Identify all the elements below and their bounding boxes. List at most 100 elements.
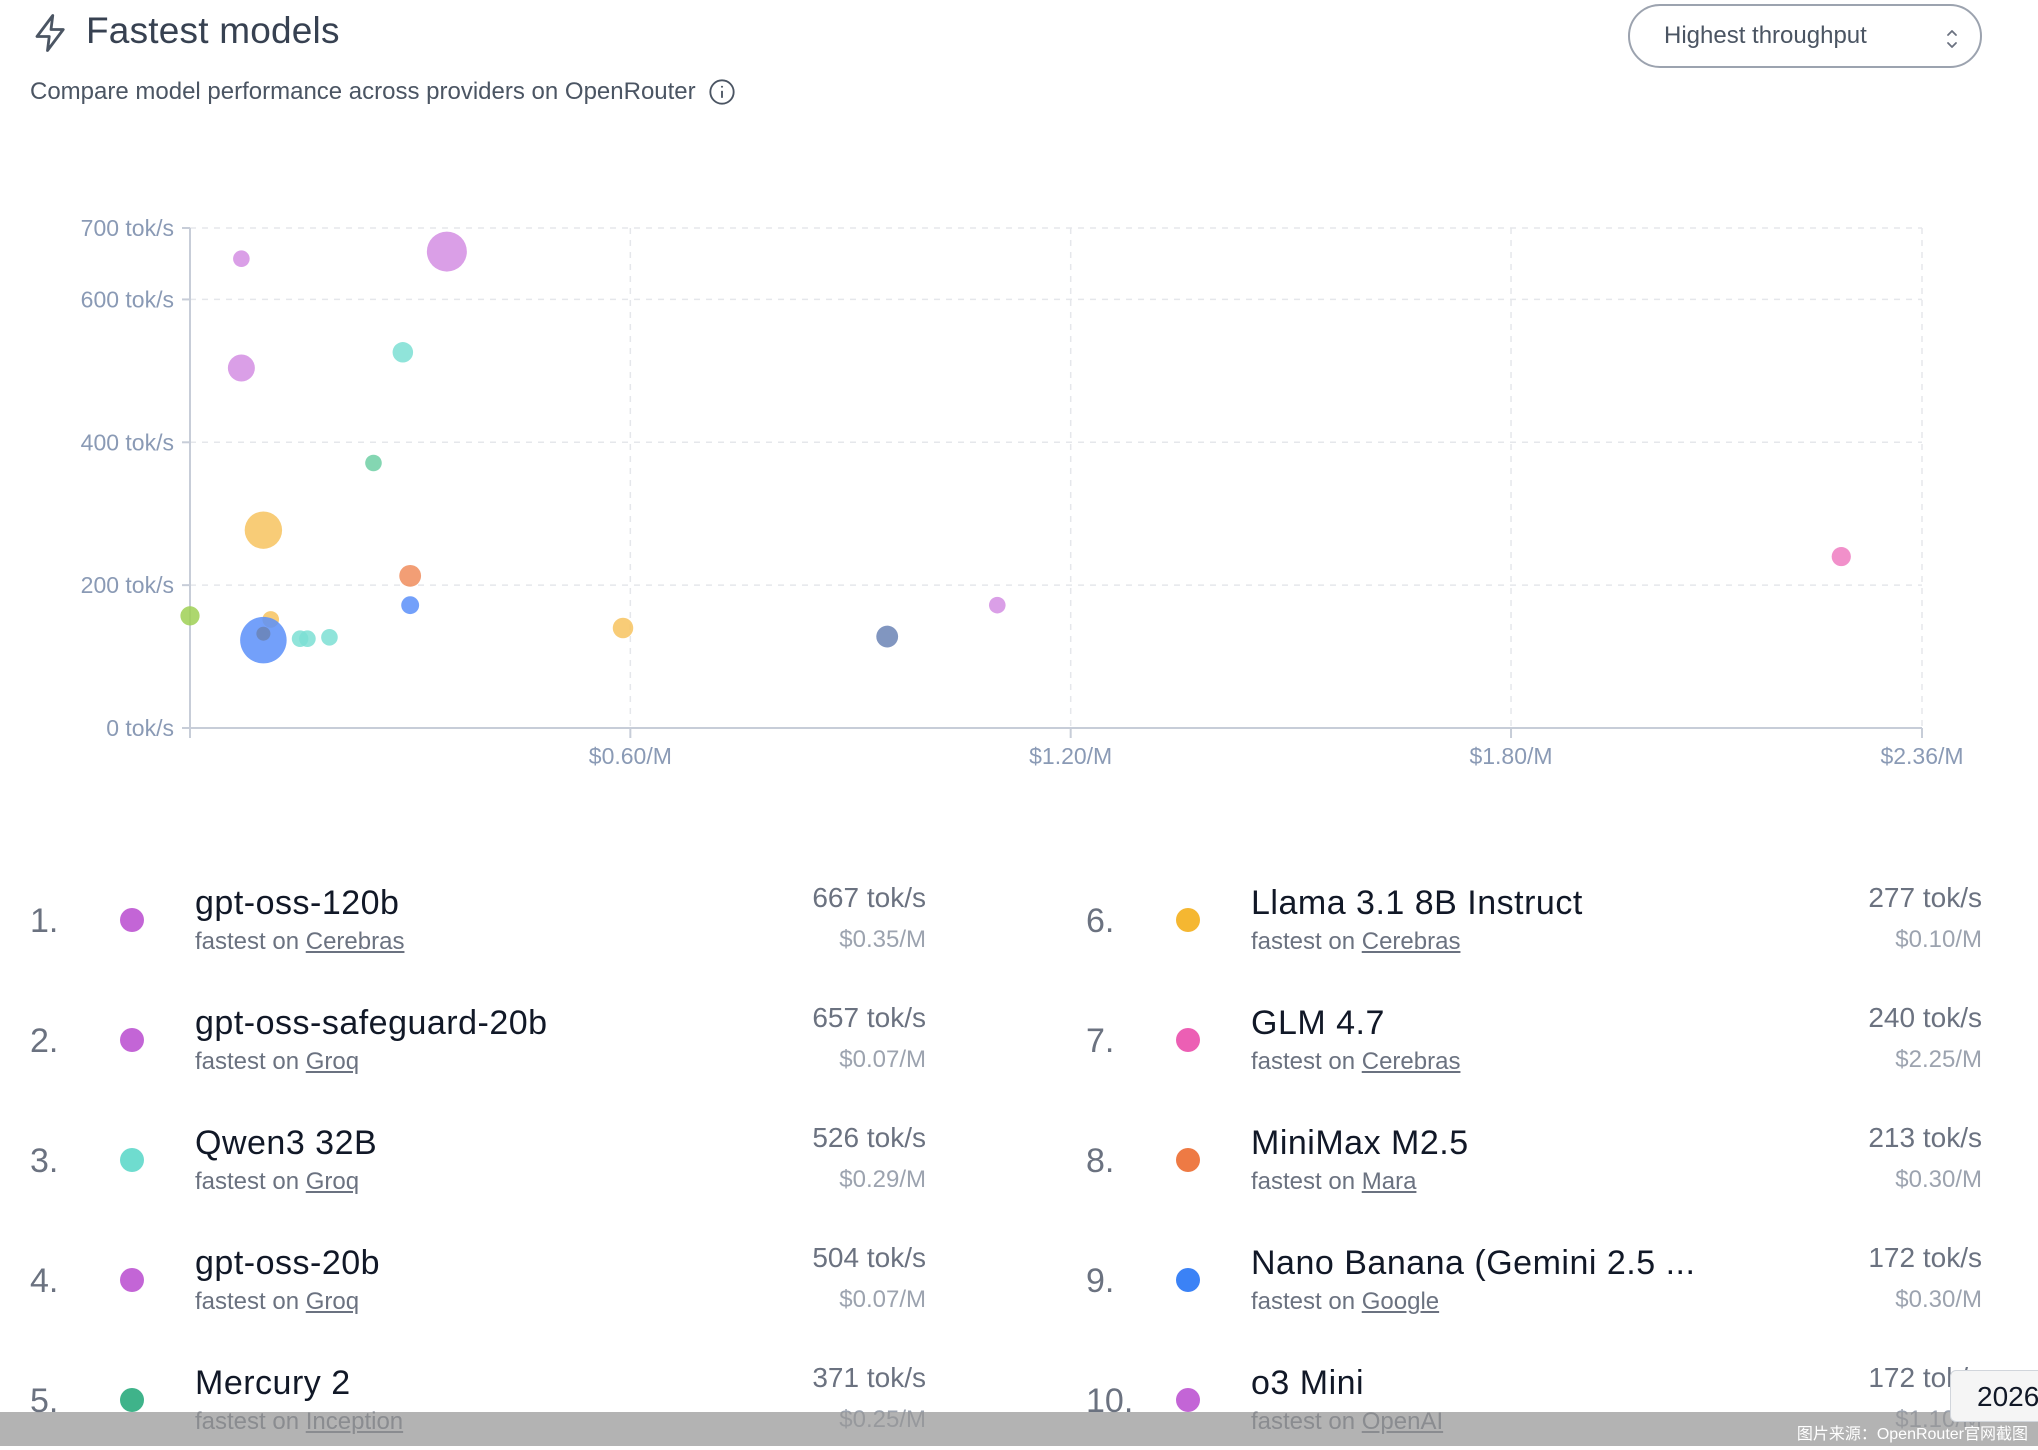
- price-value: $0.10/M: [1895, 926, 1982, 953]
- throughput-value: 213 tok/s: [1868, 1122, 1982, 1153]
- throughput-value: 172 tok/s: [1868, 1242, 1982, 1273]
- provider-link[interactable]: Groq: [305, 1288, 360, 1315]
- fastest-provider-line: fastest on Cerebras: [1251, 1048, 1460, 1076]
- model-name[interactable]: Nano Banana (Gemini 2.5 ...: [1251, 1244, 1696, 1282]
- price-value: $0.07/M: [839, 1046, 926, 1073]
- throughput-price-scatter-chart: 0 tok/s 200 tok/s 400 tok/s 600 tok/s 700 to…: [81, 215, 1964, 769]
- throughput-value: 277 tok/s: [1868, 882, 1982, 913]
- fastest-on-label: fastest on: [195, 928, 300, 955]
- fastest-provider-line: fastest on Groq: [195, 1048, 359, 1076]
- fastest-on-label: fastest on: [195, 1168, 300, 1195]
- ranking-number: 1.: [30, 902, 59, 940]
- fastest-on-label: fastest on: [1251, 1288, 1356, 1315]
- model-color-dot: [120, 908, 144, 932]
- x-tick-label: $1.80/M: [1469, 743, 1552, 769]
- scatter-point: [988, 596, 1006, 614]
- model-name[interactable]: Llama 3.1 8B Instruct: [1251, 884, 1583, 922]
- y-tick-label: 0 tok/s: [106, 715, 174, 741]
- ranking-row[interactable]: 6. Llama 3.1 8B Instruct fastest on Cerebr…: [1086, 860, 1982, 970]
- scatter-point: [256, 626, 271, 641]
- y-tick-label: 600 tok/s: [81, 286, 174, 312]
- throughput-value: 657 tok/s: [812, 1002, 926, 1033]
- model-name[interactable]: gpt-oss-safeguard-20b: [195, 1004, 548, 1042]
- ranking-row[interactable]: 4. gpt-oss-20b fastest on Groq 504 tok/s $0.…: [30, 1220, 926, 1330]
- model-color-dot: [1176, 908, 1200, 932]
- fastest-provider-line: fastest on Mara: [1251, 1168, 1416, 1196]
- scatter-point: [227, 354, 255, 382]
- model-color-dot: [120, 1028, 144, 1052]
- model-color-dot: [120, 1268, 144, 1292]
- fastest-provider-line: fastest on Google: [1251, 1288, 1439, 1316]
- fastest-on-label: fastest on: [1251, 1048, 1356, 1075]
- fastest-on-label: fastest on: [1251, 928, 1356, 955]
- throughput-value: 667 tok/s: [812, 882, 926, 913]
- ranking-row[interactable]: 9. Nano Banana (Gemini 2.5 ... fastest on …: [1086, 1220, 1982, 1330]
- provider-link[interactable]: Cerebras: [1361, 928, 1461, 955]
- fastest-on-label: fastest on: [195, 1048, 300, 1075]
- chevron-up-down-icon: [1947, 30, 1957, 48]
- scatter-point: [244, 511, 283, 549]
- ranking-row[interactable]: 1. gpt-oss-120b fastest on Cerebras 667 tok…: [30, 860, 926, 970]
- subtitle-text: Compare model performance across provide…: [30, 78, 696, 105]
- model-color-dot: [1176, 1268, 1200, 1292]
- model-name[interactable]: gpt-oss-20b: [195, 1244, 381, 1282]
- model-name[interactable]: MiniMax M2.5: [1251, 1124, 1469, 1162]
- x-tick-label: $1.20/M: [1029, 743, 1112, 769]
- scatter-point: [426, 231, 467, 272]
- model-color-dot: [1176, 1028, 1200, 1052]
- model-name[interactable]: o3 Mini: [1251, 1364, 1365, 1402]
- fastest-provider-line: fastest on Cerebras: [1251, 928, 1460, 956]
- page-subtitle: Compare model performance across provide…: [30, 78, 736, 106]
- ranking-row[interactable]: 3. Qwen3 32B fastest on Groq 526 tok/s $0.29…: [30, 1100, 926, 1210]
- ranking-number: 8.: [1086, 1142, 1115, 1180]
- model-name[interactable]: Qwen3 32B: [195, 1124, 378, 1162]
- provider-link[interactable]: Groq: [305, 1048, 360, 1075]
- model-name[interactable]: GLM 4.7: [1251, 1004, 1385, 1042]
- scatter-point: [1831, 546, 1851, 567]
- lightning-icon: [35, 14, 65, 52]
- ranking-number: 3.: [30, 1142, 59, 1180]
- scatter-point: [299, 630, 316, 648]
- x-tick-label: $2.36/M: [1880, 743, 1963, 769]
- info-icon[interactable]: [708, 78, 736, 106]
- scatter-point: [365, 454, 382, 472]
- scatter-point: [399, 564, 422, 587]
- model-color-dot: [120, 1148, 144, 1172]
- model-color-dot: [1176, 1148, 1200, 1172]
- watermark-text: 图片来源：OpenRouter官网截图: [1796, 1426, 2028, 1443]
- bottom-overlay-bar: 图片来源：OpenRouter官网截图: [0, 1412, 2038, 1446]
- fastest-provider-line: fastest on Groq: [195, 1168, 359, 1196]
- price-value: $0.29/M: [839, 1166, 926, 1193]
- x-tick-label: $0.60/M: [589, 743, 672, 769]
- fastest-on-label: fastest on: [195, 1288, 300, 1315]
- provider-link[interactable]: Groq: [305, 1168, 360, 1195]
- fastest-on-label: fastest on: [1251, 1168, 1356, 1195]
- y-tick-label: 200 tok/s: [81, 572, 174, 598]
- provider-link[interactable]: Mara: [1361, 1168, 1417, 1195]
- throughput-value: 371 tok/s: [812, 1362, 926, 1393]
- year-tab[interactable]: 2026: [1950, 1370, 2038, 1422]
- fastest-provider-line: fastest on Groq: [195, 1288, 359, 1316]
- provider-link[interactable]: Cerebras: [305, 928, 405, 955]
- ranking-number: 9.: [1086, 1262, 1115, 1300]
- throughput-value: 526 tok/s: [812, 1122, 926, 1153]
- sort-select-value: Highest throughput: [1664, 22, 1867, 49]
- ranking-row[interactable]: 8. MiniMax M2.5 fastest on Mara 213 tok/s $0…: [1086, 1100, 1982, 1210]
- y-tick-label: 700 tok/s: [81, 215, 174, 241]
- ranking-number: 2.: [30, 1022, 59, 1060]
- scatter-point: [612, 617, 634, 639]
- ranking-row[interactable]: 2. gpt-oss-safeguard-20b fastest on Groq 65…: [30, 980, 926, 1090]
- throughput-value: 504 tok/s: [812, 1242, 926, 1273]
- ranking-row[interactable]: 7. GLM 4.7 fastest on Cerebras 240 tok/s $2.…: [1086, 980, 1982, 1090]
- price-value: $0.30/M: [1895, 1166, 1982, 1193]
- scatter-point: [233, 250, 250, 268]
- provider-link[interactable]: Cerebras: [1361, 1048, 1461, 1075]
- price-value: $2.25/M: [1895, 1046, 1982, 1073]
- sort-select[interactable]: Highest throughput: [1628, 4, 1982, 68]
- model-name[interactable]: Mercury 2: [195, 1364, 351, 1402]
- fastest-provider-line: fastest on Cerebras: [195, 928, 404, 956]
- model-name[interactable]: gpt-oss-120b: [195, 884, 400, 922]
- provider-link[interactable]: Google: [1361, 1288, 1440, 1315]
- ranking-number: 6.: [1086, 902, 1115, 940]
- model-color-dot: [1176, 1388, 1200, 1412]
